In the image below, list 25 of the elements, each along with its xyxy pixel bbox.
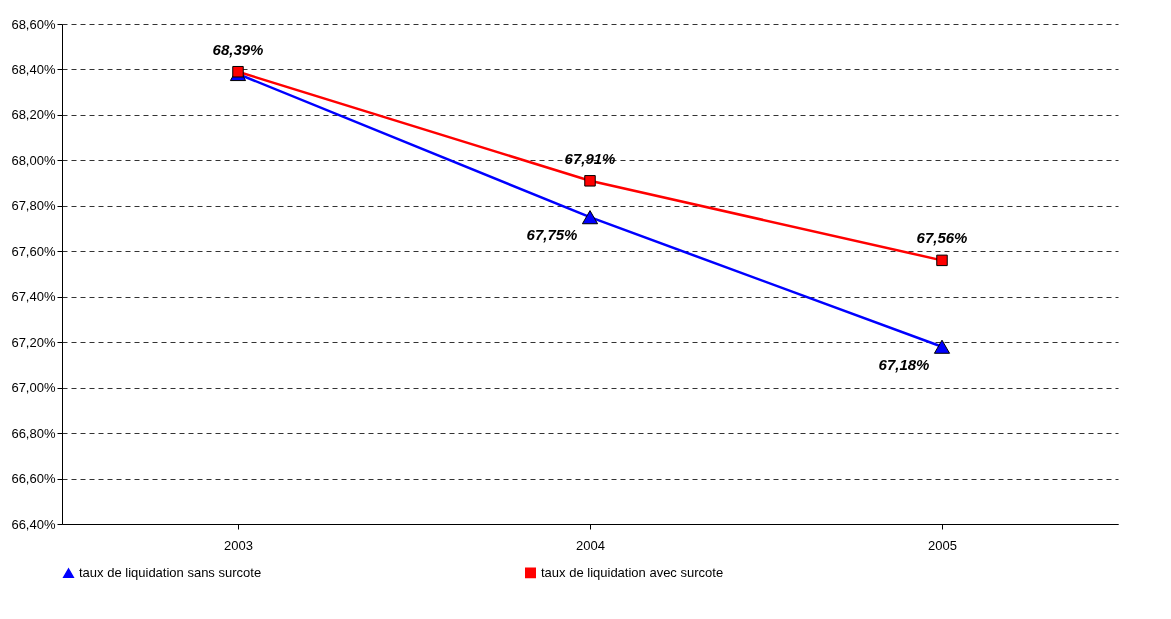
data-label: 68,39% xyxy=(212,40,264,58)
data-label: 67,18% xyxy=(878,355,930,373)
y-tick-label: 66,60% xyxy=(11,471,56,487)
legend-label: taux de liquidation sans surcote xyxy=(79,565,262,581)
y-tick-label: 68,60% xyxy=(11,16,56,32)
x-tick-label: 2005 xyxy=(928,537,957,553)
y-tick-label: 68,40% xyxy=(11,61,56,77)
x-tick-label: 2004 xyxy=(576,537,605,553)
y-tick-label: 68,20% xyxy=(11,107,56,123)
legend-label: taux de liquidation avec surcote xyxy=(541,564,724,580)
data-label: 67,56% xyxy=(916,229,968,247)
y-tick-label: 67,80% xyxy=(11,198,56,214)
data-label: 67,91% xyxy=(564,149,616,167)
y-tick-label: 68,00% xyxy=(11,152,56,168)
point xyxy=(232,65,244,78)
y-tick-label: 66,80% xyxy=(11,425,56,441)
point xyxy=(933,339,951,354)
y-tick-label: 66,40% xyxy=(11,516,56,532)
y-tick-label: 67,00% xyxy=(11,380,56,396)
x-tick-label: 2003 xyxy=(224,537,253,553)
y-tick-label: 67,60% xyxy=(11,243,56,259)
y-tick-label: 67,20% xyxy=(11,334,56,350)
point xyxy=(581,210,599,225)
y-tick-label: 67,40% xyxy=(11,289,56,305)
data-label: 67,75% xyxy=(526,226,578,244)
